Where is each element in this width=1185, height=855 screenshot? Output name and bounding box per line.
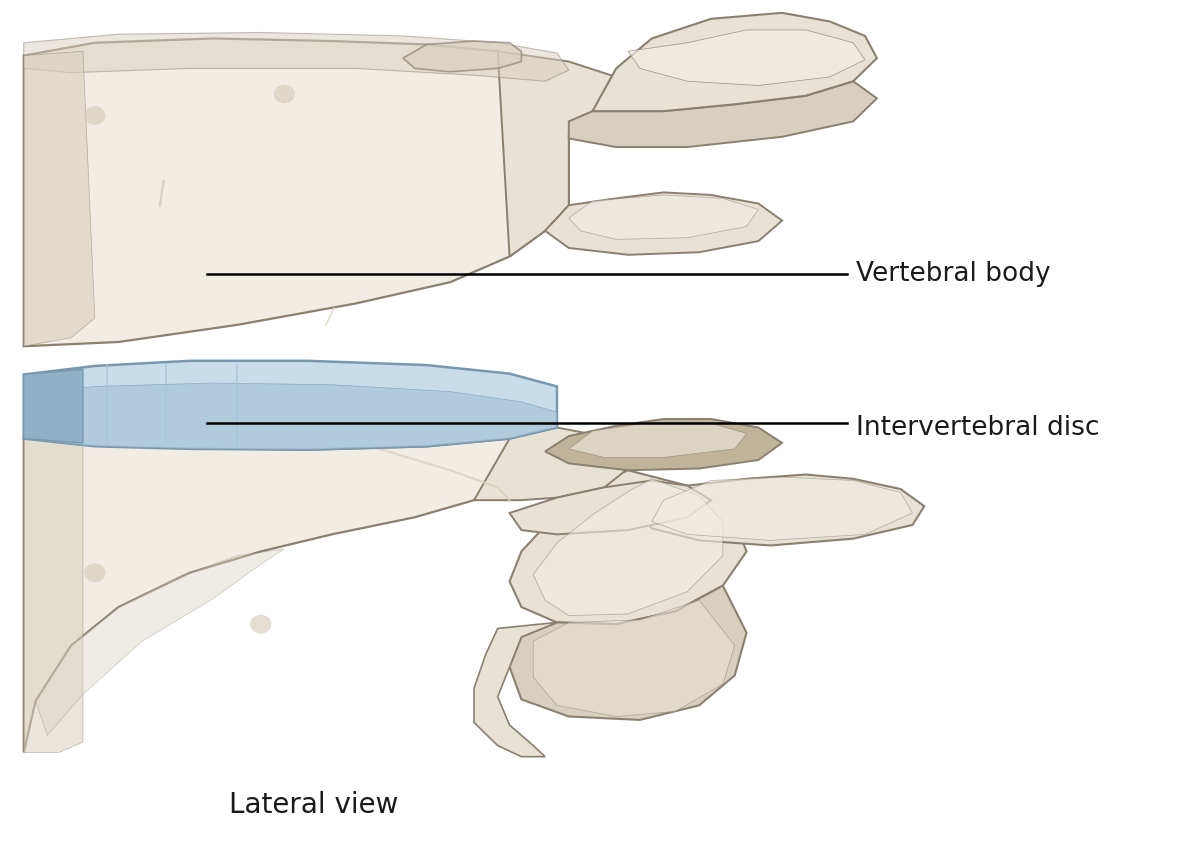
Polygon shape <box>474 622 557 757</box>
Polygon shape <box>545 192 782 255</box>
Polygon shape <box>24 438 83 752</box>
Polygon shape <box>592 13 877 111</box>
Polygon shape <box>498 51 640 256</box>
Polygon shape <box>628 30 865 86</box>
Polygon shape <box>403 41 521 72</box>
Polygon shape <box>652 477 912 540</box>
Polygon shape <box>24 38 569 346</box>
Polygon shape <box>36 549 284 735</box>
Polygon shape <box>24 369 83 443</box>
Polygon shape <box>510 481 711 534</box>
Polygon shape <box>24 361 557 450</box>
Polygon shape <box>510 586 747 720</box>
Polygon shape <box>569 195 758 239</box>
Polygon shape <box>474 428 628 500</box>
Polygon shape <box>24 32 569 81</box>
Ellipse shape <box>274 85 295 103</box>
Ellipse shape <box>84 106 105 125</box>
Polygon shape <box>569 422 747 457</box>
Text: Lateral view: Lateral view <box>230 792 398 819</box>
Polygon shape <box>569 81 877 147</box>
Polygon shape <box>545 419 782 470</box>
Ellipse shape <box>250 615 271 634</box>
Text: Intervertebral disc: Intervertebral disc <box>856 415 1098 440</box>
Polygon shape <box>24 428 557 752</box>
Polygon shape <box>510 470 747 624</box>
Polygon shape <box>24 383 557 450</box>
Ellipse shape <box>84 563 105 582</box>
Polygon shape <box>24 51 95 346</box>
Polygon shape <box>640 475 924 545</box>
Text: Vertebral body: Vertebral body <box>856 261 1050 286</box>
Polygon shape <box>533 600 735 716</box>
Polygon shape <box>533 479 723 616</box>
